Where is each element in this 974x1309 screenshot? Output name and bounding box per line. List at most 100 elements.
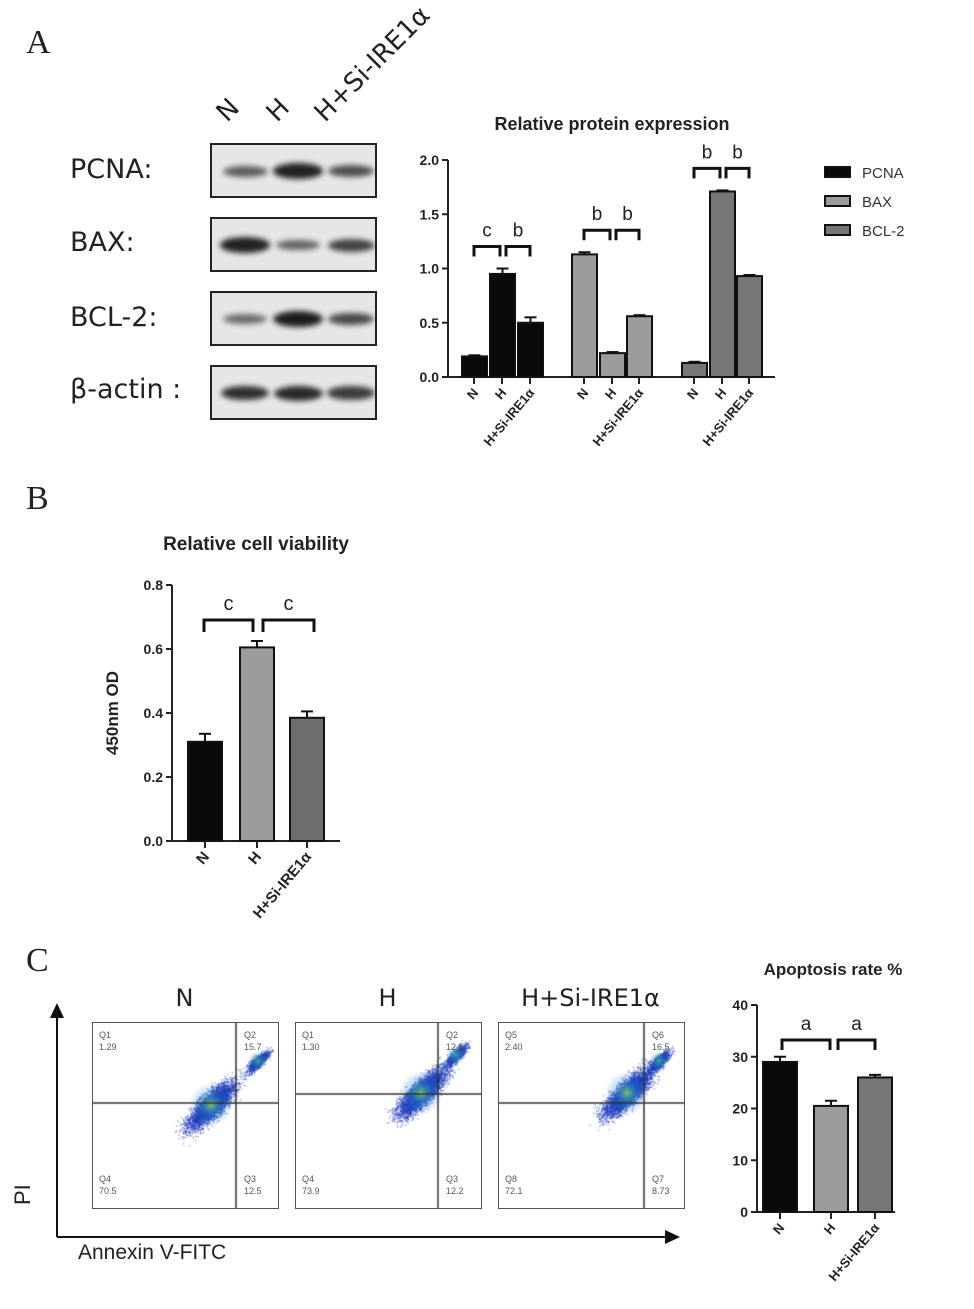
- blot-label-actin: β-actin :: [70, 374, 182, 405]
- bar: [489, 272, 516, 378]
- protein-expression-chart: Relative protein expression 0.0 0.5 1.0 1.5 2…: [420, 114, 905, 449]
- flow-density: [499, 1023, 684, 1208]
- protein-band: [223, 314, 267, 324]
- significance-bracket: [472, 245, 502, 257]
- quadrant-label: Q3 12.5: [244, 1173, 262, 1197]
- panel-label-c: C: [26, 942, 49, 979]
- significance-letter: a: [801, 1014, 812, 1035]
- chart-title: Apoptosis rate %: [764, 960, 903, 979]
- blot-label-pcna: PCNA:: [70, 154, 153, 185]
- y-axis-label: 450nm OD: [103, 671, 122, 755]
- y-tick-label: 0.6: [144, 641, 164, 657]
- significance-letter: b: [513, 221, 524, 242]
- quadrant-label: Q8 72.1: [505, 1173, 523, 1197]
- flow-scatter-plot: Q1 1.30 Q2 12.5 Q4 73.9 Q3 12.2: [295, 1022, 482, 1209]
- quadrant-name: Q3: [244, 1174, 257, 1184]
- y-tick-label: 0.0: [420, 369, 440, 385]
- legend-label: BCL-2: [862, 223, 905, 240]
- protein-band: [327, 386, 375, 400]
- quadrant-label: Q5 2.40: [505, 1029, 523, 1053]
- blot-strip: [210, 143, 377, 198]
- quadrant-percent: 16.5: [652, 1042, 670, 1052]
- protein-band: [273, 385, 323, 401]
- significance-bracket: [261, 618, 316, 632]
- quadrant-name: Q1: [302, 1030, 315, 1040]
- significance-bracket: [202, 618, 255, 632]
- arrow-right-icon: [665, 1230, 680, 1244]
- flow-plot-title: N: [175, 984, 194, 1012]
- legend-label: BAX: [862, 194, 892, 211]
- quadrant-percent: 15.7: [244, 1042, 262, 1052]
- significance-bracket: [724, 166, 751, 179]
- arrow-up-icon: [50, 1003, 64, 1018]
- y-tick-label: 0.5: [420, 315, 440, 331]
- significance-bracket: [692, 166, 722, 179]
- quadrant-percent: 73.9: [302, 1186, 320, 1196]
- flow-x-label: Annexin V-FITC: [78, 1241, 226, 1264]
- quadrant-name: Q2: [244, 1030, 257, 1040]
- y-tick-label: 0.0: [144, 833, 164, 849]
- quadrant-name: Q2: [446, 1030, 459, 1040]
- quadrant-label: Q3 12.2: [446, 1173, 464, 1197]
- protein-band: [220, 237, 270, 253]
- legend-swatch: [824, 195, 851, 207]
- quadrant-percent: 12.5: [446, 1042, 464, 1052]
- quadrant-percent: 8.73: [652, 1186, 670, 1196]
- y-tick-label: 2.0: [420, 152, 440, 168]
- significance-letter: b: [622, 204, 633, 225]
- quadrant-name: Q4: [99, 1174, 112, 1184]
- quadrant-percent: 70.5: [99, 1186, 117, 1196]
- legend-label: PCNA: [862, 165, 904, 182]
- significance-bracket: [504, 245, 532, 257]
- quadrant-label: Q1 1.30: [302, 1029, 320, 1053]
- significance-letter: c: [482, 221, 492, 242]
- quadrant-percent: 1.30: [302, 1042, 320, 1052]
- protein-band: [220, 385, 270, 401]
- quadrant-label: Q4 70.5: [99, 1173, 117, 1197]
- flow-scatter-plot: Q1 1.29 Q2 15.7 Q4 70.5 Q3 12.5: [92, 1022, 279, 1209]
- protein-band: [327, 238, 375, 252]
- protein-band: [273, 163, 323, 179]
- significance-letter: a: [851, 1014, 862, 1035]
- panel-label-b: B: [26, 480, 49, 517]
- significance-bracket: [836, 1038, 877, 1050]
- bar: [736, 275, 763, 378]
- protein-band: [327, 312, 375, 326]
- bar: [517, 321, 544, 378]
- significance-letter: b: [702, 142, 713, 163]
- quadrant-percent: 1.29: [99, 1042, 117, 1052]
- protein-band: [273, 311, 323, 327]
- y-tick-label: 0.2: [144, 769, 164, 785]
- quadrant-percent: 12.5: [244, 1186, 262, 1196]
- y-tick-label: 1.0: [420, 261, 440, 277]
- bar: [571, 253, 598, 379]
- quadrant-label: Q2 15.7: [244, 1029, 262, 1053]
- y-tick-label: 0.4: [144, 705, 164, 721]
- panel-label-a: A: [26, 24, 51, 61]
- quadrant-label: Q6 16.5: [652, 1029, 670, 1053]
- quadrant-name: Q1: [99, 1030, 112, 1040]
- bar: [289, 716, 325, 842]
- quadrant-percent: 72.1: [505, 1186, 523, 1196]
- flow-density: [296, 1023, 481, 1208]
- quadrant-label: Q1 1.29: [99, 1029, 117, 1053]
- quadrant-name: Q3: [446, 1174, 459, 1184]
- significance-letter: c: [224, 593, 234, 615]
- significance-bracket: [780, 1038, 832, 1050]
- cell-viability-chart: Relative cell viability 0.0 0.2 0.4 0.6 0.8 45…: [103, 534, 349, 922]
- quadrant-label: Q2 12.5: [446, 1029, 464, 1053]
- protein-band: [222, 165, 268, 177]
- protein-band: [328, 165, 374, 177]
- quadrant-name: Q6: [652, 1030, 665, 1040]
- legend-swatch: [824, 224, 851, 236]
- quadrant-label: Q7 8.73: [652, 1173, 670, 1197]
- quadrant-name: Q5: [505, 1030, 518, 1040]
- blot-label-bax: BAX:: [70, 227, 135, 258]
- flow-density: [93, 1023, 278, 1208]
- blot-label-bcl2: BCL-2:: [70, 302, 158, 333]
- bar: [762, 1060, 798, 1214]
- significance-bracket: [582, 228, 612, 241]
